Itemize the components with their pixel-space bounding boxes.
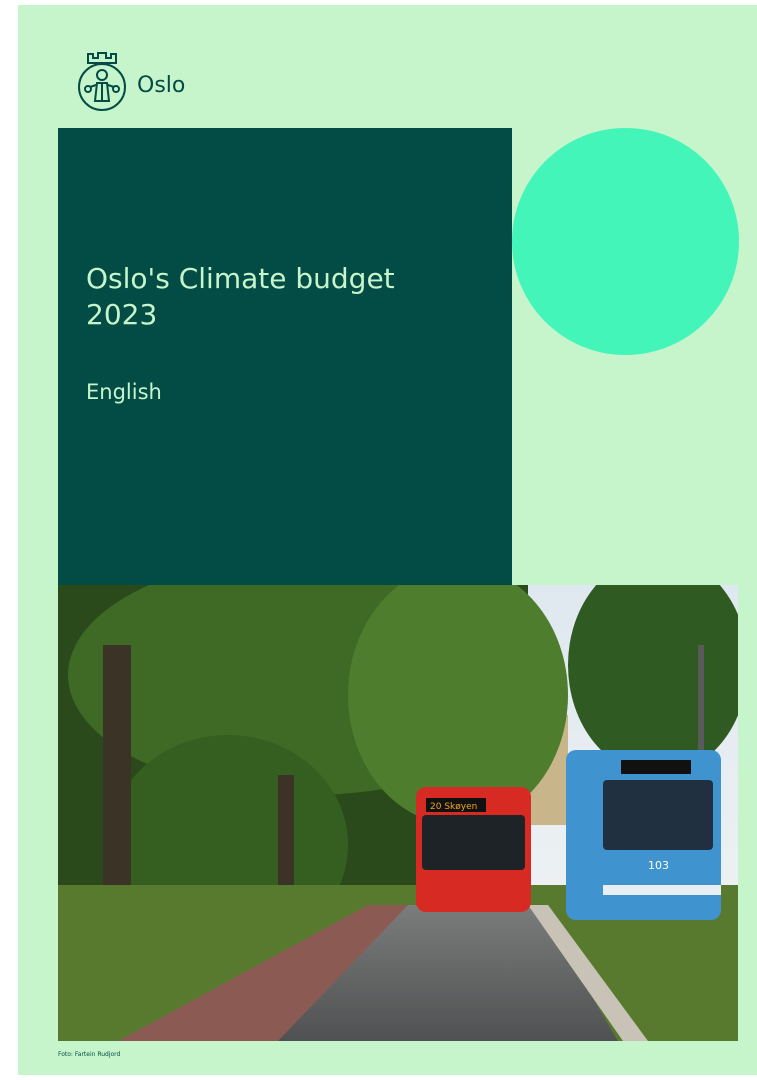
logo-detail <box>85 86 91 92</box>
tram-window <box>603 780 713 850</box>
bus-sign: 20 Skøyen <box>430 802 477 812</box>
logo-detail <box>113 86 119 92</box>
cover-language: English <box>86 380 162 404</box>
tram-number: 103 <box>648 859 669 872</box>
bus: 20 Skøyen <box>416 787 531 912</box>
photo-credit: Foto: Fartein Rudjord <box>58 1051 120 1058</box>
page-root: {"header": {"brand": "Oslo"}, "cover": {… <box>0 0 757 1080</box>
tram-bumper <box>603 885 721 895</box>
cover-title: Oslo's Climate budget 2023 <box>86 261 446 333</box>
tram-sign-panel <box>621 760 691 774</box>
title-block: Oslo's Climate budget 2023 English <box>58 128 512 585</box>
decor-circle <box>512 128 739 355</box>
logo-head <box>97 70 107 80</box>
bus-window <box>422 815 525 870</box>
brand-name: Oslo <box>137 73 185 98</box>
cover-photo: 20 Skøyen 103 <box>58 585 738 1041</box>
tram: 103 <box>566 750 721 920</box>
oslo-logo <box>76 49 128 111</box>
cover-page: Oslo Oslo's Climate budget 2023 English … <box>18 5 757 1075</box>
logo-figure <box>90 83 114 101</box>
logo-crown <box>88 53 116 63</box>
